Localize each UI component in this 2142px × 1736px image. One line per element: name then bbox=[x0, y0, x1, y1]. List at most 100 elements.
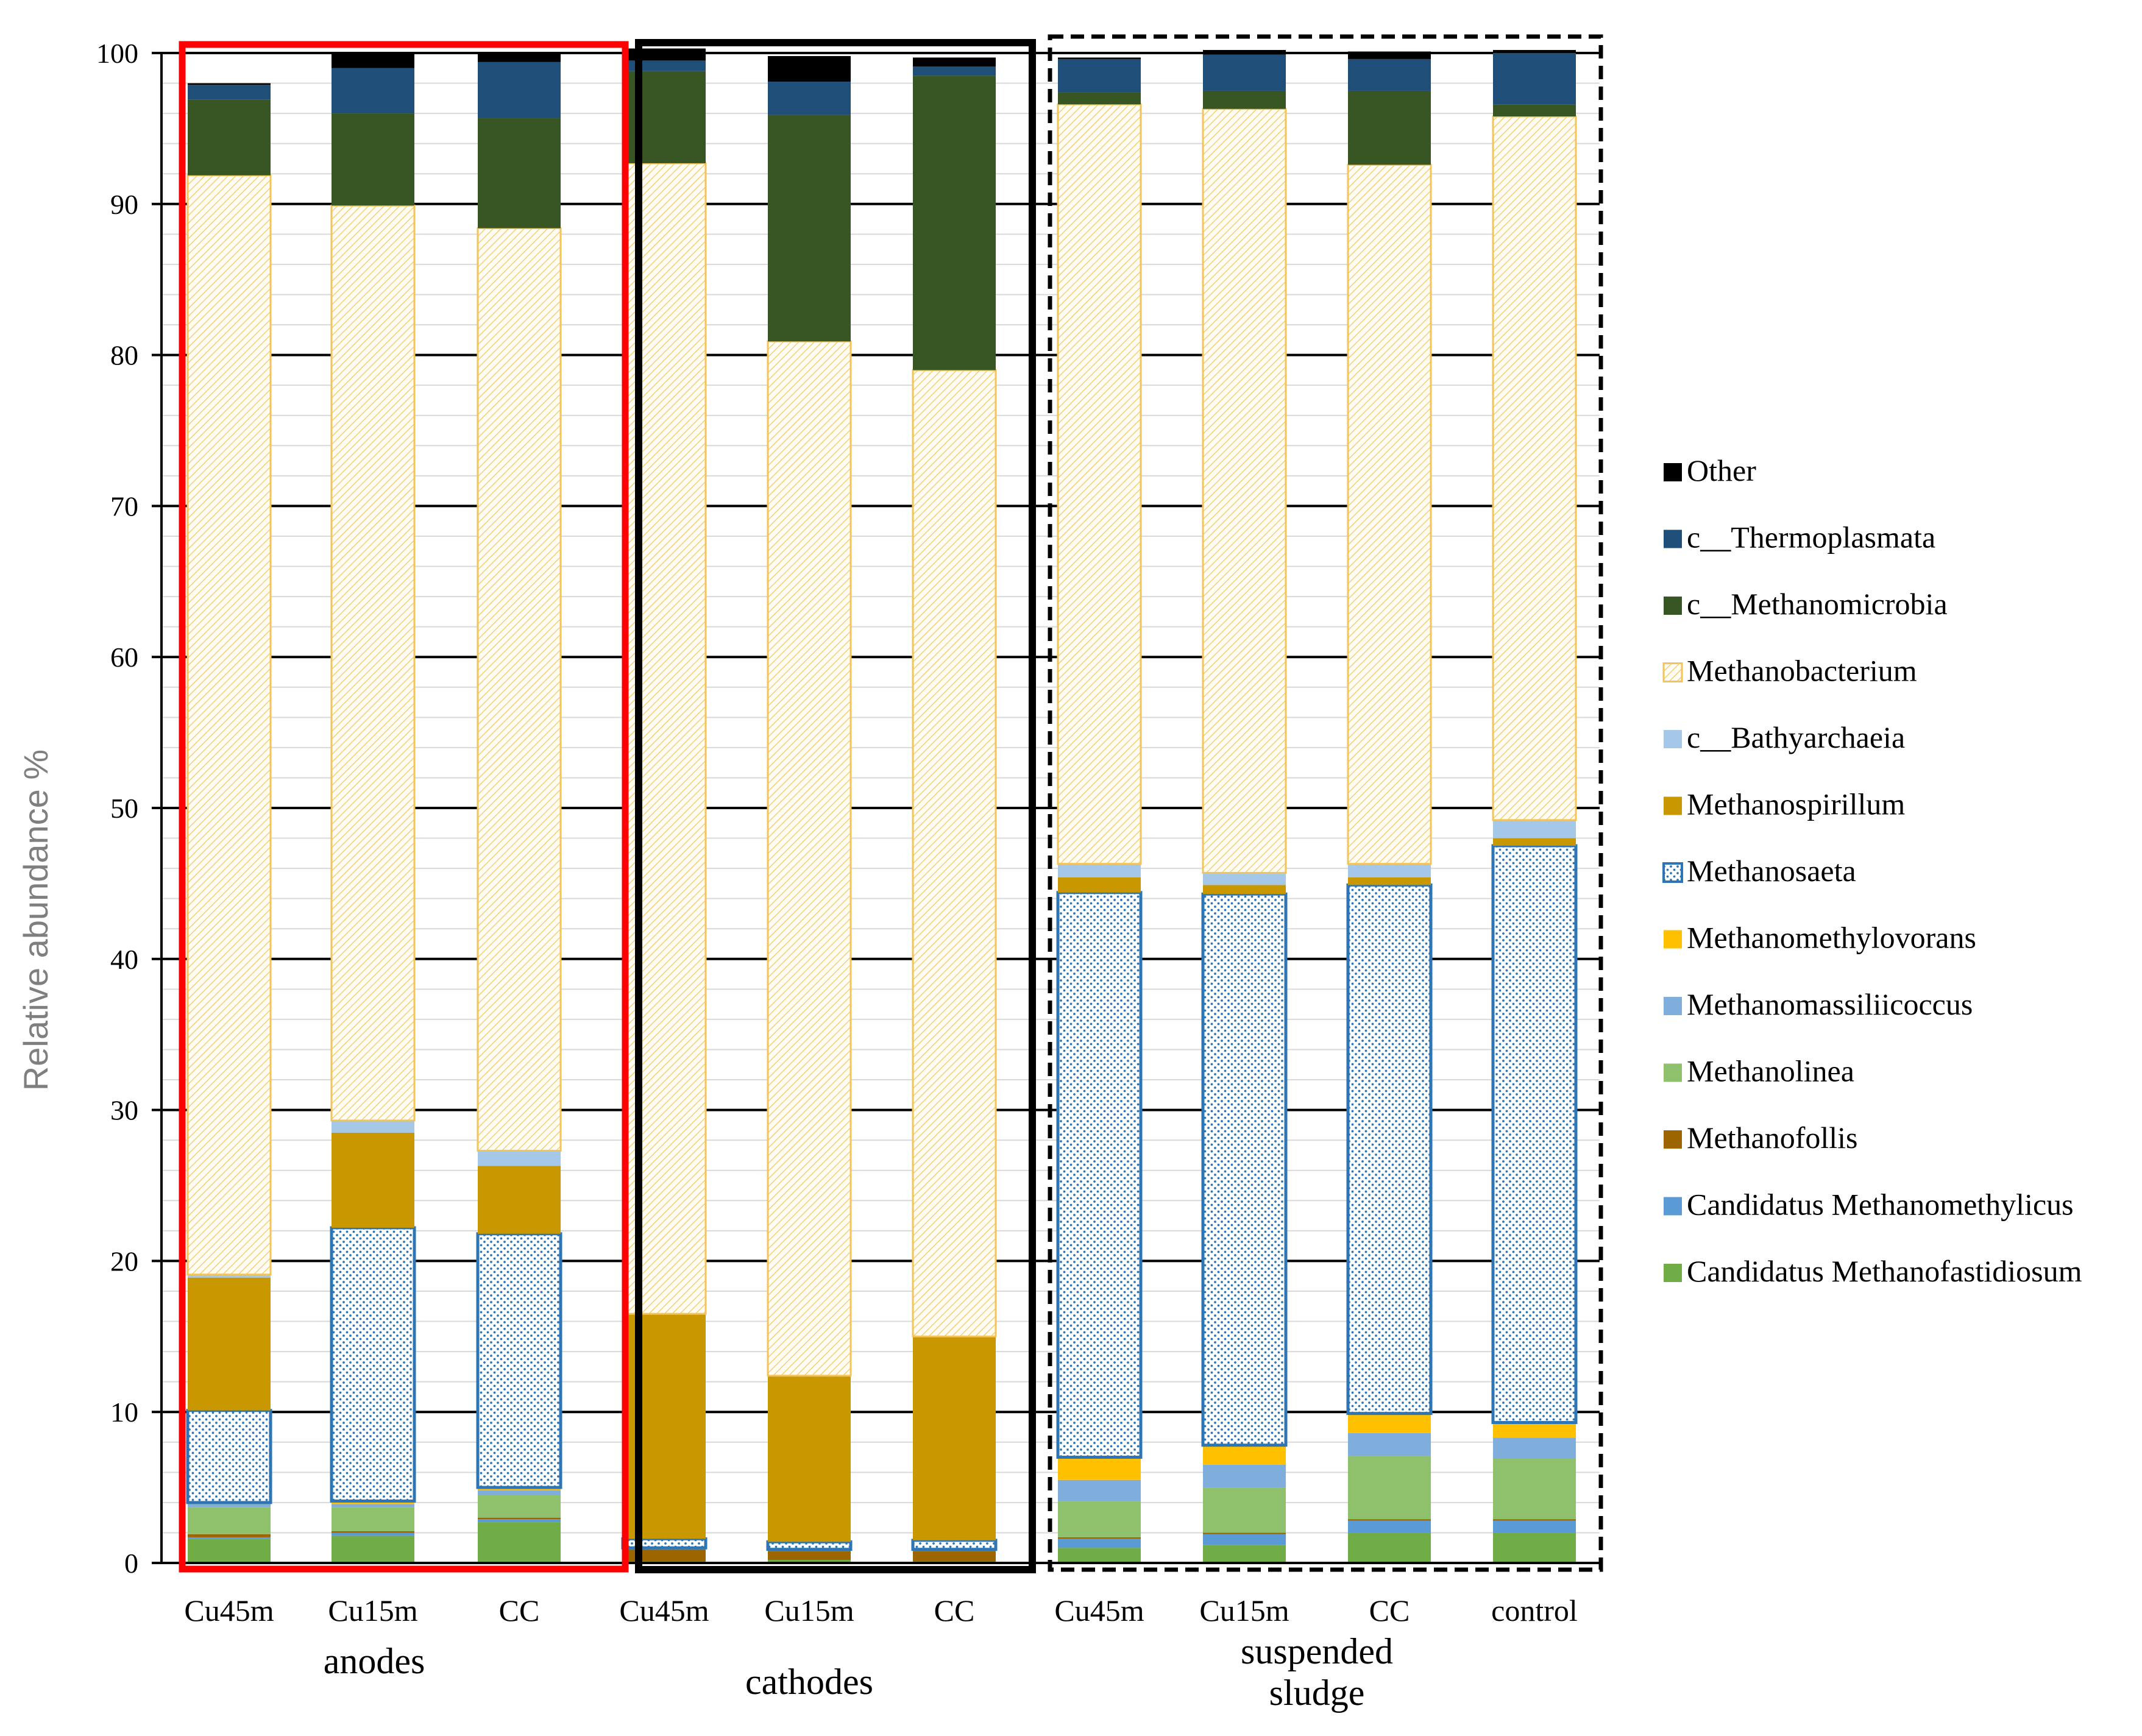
bar-segment bbox=[1493, 1437, 1576, 1459]
legend-item: Methanosaeta bbox=[1662, 854, 1856, 888]
x-tick-label: Cu15m bbox=[328, 1593, 417, 1628]
bar-segment bbox=[1203, 90, 1286, 109]
bar-segment bbox=[913, 66, 996, 76]
bar-segment bbox=[332, 1507, 414, 1531]
y-tick-label: 0 bbox=[124, 1548, 138, 1579]
legend-item: Methanospirillum bbox=[1664, 787, 1905, 821]
bar-segment bbox=[1058, 1479, 1141, 1501]
bar-segment bbox=[1203, 885, 1286, 895]
bar-segment bbox=[913, 76, 996, 370]
bar-segment bbox=[1203, 54, 1286, 91]
bar-segment bbox=[912, 369, 997, 1337]
bar-segment bbox=[1493, 1459, 1576, 1520]
bar-segment bbox=[186, 1409, 272, 1504]
bar-segment bbox=[332, 1132, 414, 1228]
bar-segment bbox=[1058, 863, 1141, 877]
legend-swatch bbox=[1664, 796, 1682, 815]
group-label: sludge bbox=[1269, 1673, 1365, 1713]
x-tick-label: CC bbox=[1369, 1593, 1410, 1628]
bar-segment bbox=[1346, 883, 1433, 1415]
bar-segment bbox=[1493, 104, 1576, 117]
bar-stack-9 bbox=[1491, 50, 1578, 1563]
legend-label: Other bbox=[1687, 453, 1756, 487]
bar-segment bbox=[1348, 1519, 1431, 1521]
bar-stack-1 bbox=[330, 53, 416, 1563]
x-tick-label: control bbox=[1491, 1593, 1578, 1628]
bar-stack-8 bbox=[1346, 51, 1433, 1563]
bar-segment bbox=[186, 174, 272, 1276]
bar-segment bbox=[1203, 1545, 1286, 1563]
bar-segment bbox=[1493, 1532, 1576, 1563]
bar-segment bbox=[478, 1519, 561, 1523]
bar-segment bbox=[478, 1495, 561, 1518]
bar-segment bbox=[1058, 1539, 1141, 1548]
bar-stack-6 bbox=[1056, 57, 1143, 1563]
bar-segment bbox=[1347, 163, 1432, 865]
bar-segment bbox=[1492, 115, 1577, 821]
legend-label: Candidatus Methanofastidiosum bbox=[1687, 1254, 2082, 1288]
bar-segment bbox=[1348, 877, 1431, 885]
legend-label: Methanolinea bbox=[1687, 1054, 1854, 1088]
group-box-suspended-sludge bbox=[1048, 34, 1603, 1572]
x-tick-label: Cu45m bbox=[1054, 1593, 1144, 1628]
legend-item: Methanomethylovorans bbox=[1664, 921, 1976, 955]
bar-segment bbox=[1058, 877, 1141, 893]
bar-segment bbox=[1348, 90, 1431, 165]
legend-label: c__Methanomicrobia bbox=[1687, 587, 1948, 621]
bar-segment bbox=[478, 1166, 561, 1234]
bar-segment bbox=[332, 113, 414, 206]
y-tick-label: 100 bbox=[96, 38, 138, 69]
x-tick-label: Cu45m bbox=[184, 1593, 274, 1628]
bar-segment bbox=[1058, 58, 1141, 93]
bar-segment bbox=[188, 99, 271, 175]
bar-segment bbox=[1348, 1413, 1431, 1433]
bar-segment bbox=[1057, 103, 1142, 865]
y-tick-label: 50 bbox=[110, 793, 138, 824]
bar-segment bbox=[913, 1551, 996, 1562]
y-axis-label: Relative abundance % bbox=[16, 749, 55, 1091]
y-tick-label: 40 bbox=[110, 944, 138, 975]
bar-segment bbox=[478, 62, 561, 118]
bar-segment bbox=[1058, 92, 1141, 105]
bar-segment bbox=[1058, 1457, 1141, 1480]
bar-segment bbox=[477, 227, 562, 1152]
legend-label: Methanofollis bbox=[1687, 1121, 1858, 1155]
legend-swatch bbox=[1664, 1063, 1682, 1082]
bar-segment bbox=[911, 1539, 998, 1551]
legend-label: Methanobacterium bbox=[1687, 654, 1917, 688]
bar-segment bbox=[478, 53, 561, 62]
group-box-anodes bbox=[179, 41, 629, 1573]
bars bbox=[186, 48, 1578, 1563]
bar-segment bbox=[478, 118, 561, 229]
group-box-cathodes bbox=[635, 39, 1036, 1573]
x-tick-label: Cu15m bbox=[1199, 1593, 1289, 1628]
legend-label: Methanomethylovorans bbox=[1687, 921, 1976, 955]
bar-stack-4 bbox=[766, 55, 853, 1563]
bar-segment bbox=[188, 1277, 271, 1411]
bar-segment bbox=[332, 68, 414, 114]
bar-segment bbox=[330, 204, 416, 1122]
legend-item: c__Methanomicrobia bbox=[1664, 587, 1948, 621]
bar-segment bbox=[1348, 1456, 1431, 1520]
legend-label: c__Bathyarchaeia bbox=[1687, 720, 1905, 754]
x-tick-label: Cu15m bbox=[764, 1593, 854, 1628]
legend-item: Methanobacterium bbox=[1662, 654, 1917, 688]
legend-label: Methanospirillum bbox=[1687, 787, 1905, 821]
legend-swatch bbox=[1664, 1264, 1682, 1282]
y-tick-label: 30 bbox=[110, 1095, 138, 1126]
bar-segment bbox=[768, 115, 851, 342]
bar-segment bbox=[1058, 1537, 1141, 1539]
bar-segment bbox=[478, 1522, 561, 1563]
legend-item: Candidatus Methanofastidiosum bbox=[1664, 1254, 2082, 1288]
bar-segment bbox=[1493, 838, 1576, 846]
bar-segment bbox=[623, 1549, 706, 1562]
legend-swatch bbox=[1664, 1130, 1682, 1149]
legend-swatch bbox=[1664, 930, 1682, 949]
bar-segment bbox=[913, 1336, 996, 1540]
bar-segment bbox=[1493, 50, 1576, 53]
legend-swatch bbox=[1664, 597, 1682, 615]
group-label: cathodes bbox=[745, 1662, 873, 1702]
bar-segment bbox=[332, 1120, 414, 1133]
